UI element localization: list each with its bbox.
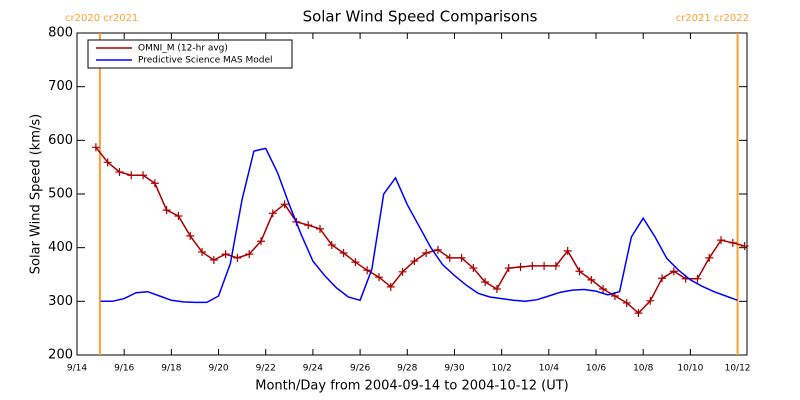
data-point bbox=[740, 242, 749, 251]
data-point bbox=[492, 284, 501, 293]
chart-title: Solar Wind Speed Comparisons bbox=[303, 8, 538, 26]
data-point bbox=[198, 247, 207, 256]
data-point bbox=[658, 274, 667, 283]
data-point bbox=[280, 200, 289, 209]
data-point bbox=[669, 267, 678, 276]
boundary-label: cr2020 cr2021 bbox=[65, 13, 138, 24]
plot-frame bbox=[76, 32, 748, 356]
data-point bbox=[221, 250, 230, 259]
x-tick-label: 10/12 bbox=[725, 364, 751, 374]
data-point bbox=[599, 284, 608, 293]
x-tick-label: 10/6 bbox=[586, 364, 606, 374]
x-tick-label: 10/4 bbox=[539, 364, 559, 374]
y-tick-label: 600 bbox=[48, 133, 73, 148]
data-point bbox=[410, 257, 419, 266]
data-point bbox=[268, 209, 277, 218]
data-point bbox=[693, 274, 702, 283]
data-point bbox=[162, 206, 171, 215]
legend-box bbox=[87, 39, 293, 69]
data-point bbox=[245, 250, 254, 259]
data-point bbox=[174, 212, 183, 221]
x-tick-label: 9/14 bbox=[67, 364, 87, 374]
data-point bbox=[103, 158, 112, 167]
data-point bbox=[374, 273, 383, 282]
data-point bbox=[469, 264, 478, 273]
y-tick-label: 700 bbox=[48, 79, 73, 94]
data-point bbox=[127, 171, 136, 180]
data-point bbox=[705, 253, 714, 262]
legend-label: Predictive Science MAS Model bbox=[138, 56, 273, 66]
data-point bbox=[422, 249, 431, 258]
x-tick-label: 9/16 bbox=[114, 364, 134, 374]
data-point bbox=[563, 246, 572, 255]
x-tick-label: 9/18 bbox=[161, 364, 181, 374]
data-point bbox=[150, 179, 159, 188]
x-tick-label: 9/28 bbox=[397, 364, 417, 374]
series-line bbox=[95, 146, 745, 315]
data-point bbox=[516, 262, 525, 271]
data-point bbox=[339, 249, 348, 258]
data-point bbox=[209, 256, 218, 265]
y-tick-label: 200 bbox=[48, 348, 73, 363]
data-point bbox=[504, 264, 513, 273]
data-point bbox=[363, 266, 372, 275]
x-tick-label: 10/10 bbox=[677, 364, 703, 374]
x-tick-label: 10/8 bbox=[633, 364, 653, 374]
x-axis-label: Month/Day from 2004-09-14 to 2004-10-12 … bbox=[255, 379, 568, 394]
x-tick-label: 9/22 bbox=[256, 364, 276, 374]
data-point bbox=[634, 309, 643, 318]
series-line bbox=[100, 147, 738, 304]
legend-label: OMNI_M (12-hr avg) bbox=[138, 44, 228, 54]
data-point bbox=[115, 167, 124, 176]
x-tick-label: 9/24 bbox=[303, 364, 323, 374]
data-point bbox=[351, 258, 360, 267]
x-tick-label: 10/2 bbox=[492, 364, 512, 374]
data-point bbox=[445, 253, 454, 262]
data-point bbox=[257, 237, 266, 246]
data-point bbox=[481, 278, 490, 287]
data-point bbox=[540, 261, 549, 270]
data-point bbox=[91, 143, 100, 152]
x-tick-label: 9/20 bbox=[208, 364, 228, 374]
data-point bbox=[646, 296, 655, 305]
data-point bbox=[433, 245, 442, 254]
data-point bbox=[315, 224, 324, 233]
data-point bbox=[233, 253, 242, 262]
y-axis-label: Solar Wind Speed (km/s) bbox=[29, 114, 44, 274]
data-point bbox=[728, 238, 737, 247]
x-tick-label: 9/26 bbox=[350, 364, 370, 374]
data-point bbox=[587, 275, 596, 284]
data-point bbox=[327, 240, 336, 249]
y-tick-label: 300 bbox=[48, 294, 73, 309]
data-point bbox=[551, 261, 560, 270]
boundary-label: cr2021 cr2022 bbox=[676, 13, 749, 24]
data-point bbox=[186, 231, 195, 240]
data-point bbox=[528, 261, 537, 270]
data-point bbox=[457, 253, 466, 262]
y-tick-label: 800 bbox=[48, 26, 73, 41]
data-point bbox=[139, 171, 148, 180]
data-point bbox=[575, 267, 584, 276]
data-point bbox=[386, 282, 395, 291]
y-tick-label: 400 bbox=[48, 240, 73, 255]
data-point bbox=[398, 267, 407, 276]
y-tick-label: 500 bbox=[48, 187, 73, 202]
data-point bbox=[304, 221, 313, 230]
data-point bbox=[717, 236, 726, 245]
x-tick-label: 9/30 bbox=[444, 364, 464, 374]
data-point bbox=[622, 298, 631, 307]
